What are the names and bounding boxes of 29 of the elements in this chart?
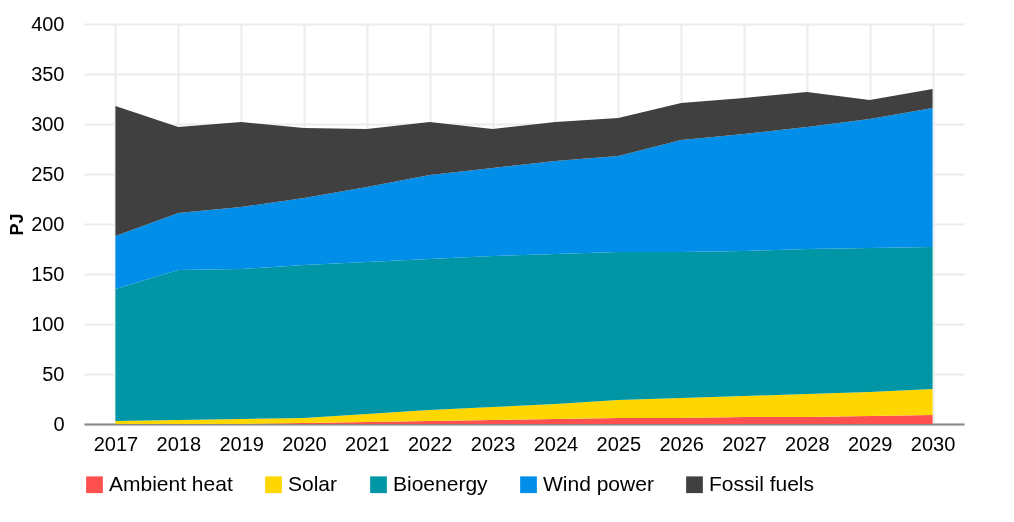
y-tick-label: 100 (31, 312, 65, 335)
legend-label: Ambient heat (109, 471, 233, 495)
x-tick-label: 2020 (282, 432, 327, 455)
x-tick-label: 2030 (910, 432, 956, 455)
x-tick-label: 2023 (470, 432, 516, 455)
x-tick-label: 2026 (659, 432, 704, 455)
y-tick-label: 300 (31, 112, 65, 135)
x-tick-label: 2025 (596, 432, 642, 455)
x-tick-label: 2029 (847, 432, 893, 455)
x-tick-label: 2019 (219, 432, 264, 455)
y-tick-label: 250 (31, 162, 65, 185)
x-tick-label: 2027 (722, 432, 767, 455)
y-tick-label: 50 (42, 362, 65, 385)
legend-label: Wind power (543, 471, 654, 495)
legend-label: Solar (288, 471, 338, 495)
y-tick-label: 400 (31, 12, 65, 35)
x-tick-label: 2018 (156, 432, 202, 455)
legend-label: Fossil fuels (709, 471, 815, 495)
y-tick-label: 0 (53, 412, 65, 435)
legend-label: Bioenergy (393, 471, 489, 495)
x-tick-label: 2028 (785, 432, 830, 455)
y-tick-label: 200 (31, 212, 65, 235)
y-tick-label: 350 (31, 62, 65, 85)
y-tick-label: 150 (31, 262, 65, 285)
x-tick-label: 2024 (533, 432, 579, 455)
x-tick-label: 2021 (345, 432, 390, 455)
x-tick-label: 2022 (407, 432, 453, 455)
x-tick-label: 2017 (93, 432, 139, 455)
y-axis-title: PJ (7, 213, 28, 236)
